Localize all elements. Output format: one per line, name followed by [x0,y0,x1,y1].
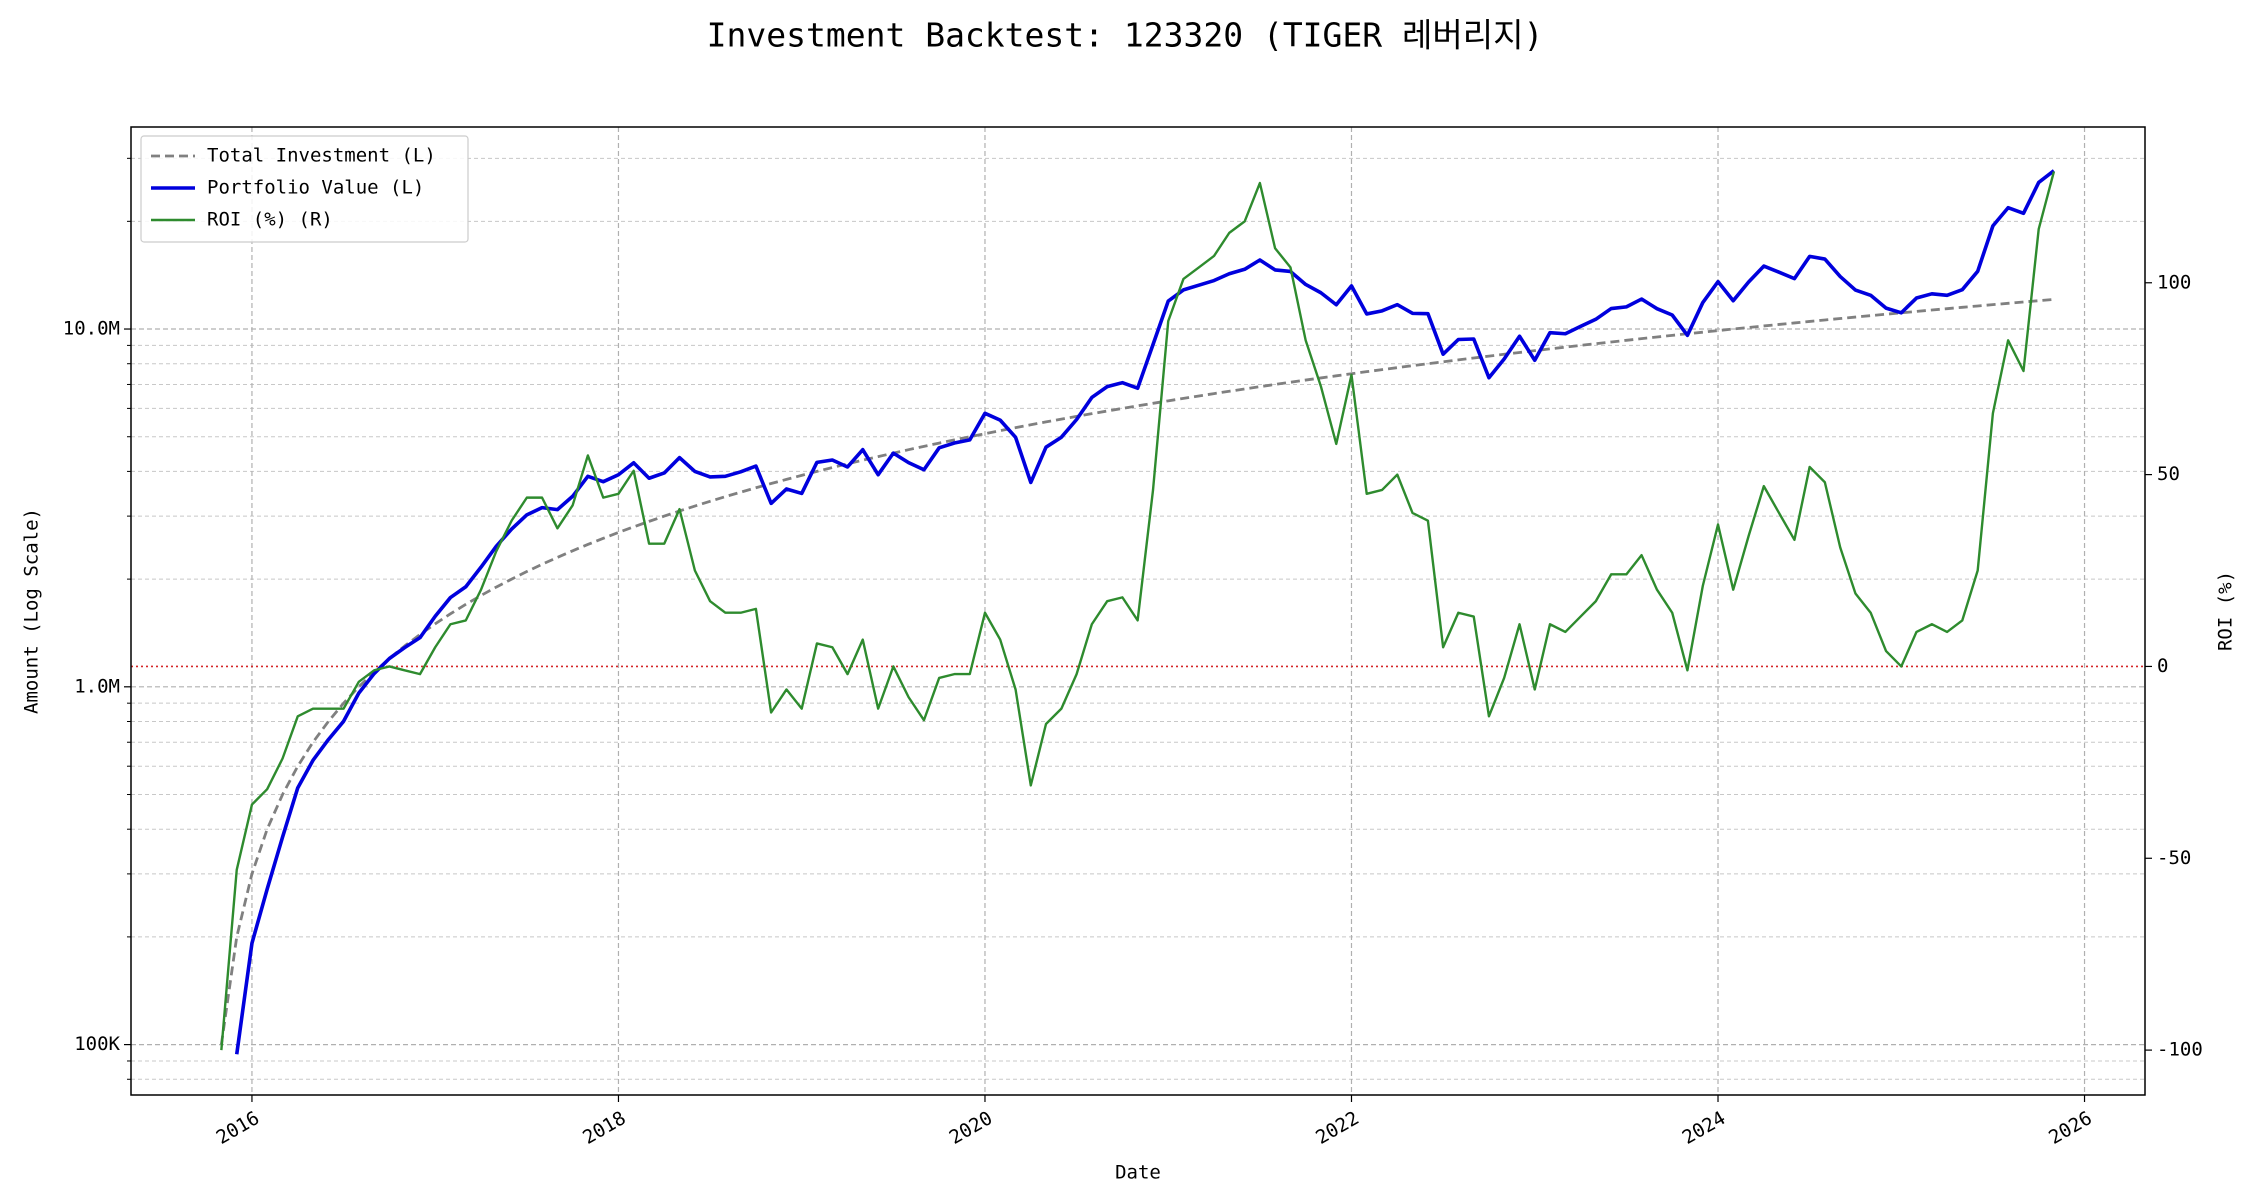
x-tick-label: 2016 [213,1107,264,1149]
series-line [219,298,2055,1045]
y2-tick-label: 50 [2157,463,2180,485]
x-tick-label: 2020 [946,1107,997,1149]
y-tick-label: 10.0M [63,318,120,340]
legend-label: Total Investment (L) [207,145,436,167]
y-tick-label: 100K [74,1033,120,1055]
y2-axis-label: ROI (%) [2215,571,2237,651]
legend-label: Portfolio Value (L) [207,177,424,199]
series-line [234,169,2056,1055]
y-tick-label: 1.0M [74,675,120,697]
chart-title: Investment Backtest: 123320 (TIGER 레버리지) [707,16,1544,55]
x-tick-label: 2026 [2045,1107,2096,1149]
legend-box [140,135,469,243]
y-axis-label: Amount (Log Scale) [21,508,43,714]
y2-tick-label: 0 [2157,655,2168,677]
y2-tick-label: 100 [2157,271,2191,293]
x-axis-label: Date [1115,1162,1161,1184]
series-line [220,171,2056,1051]
series-layer [219,169,2056,1055]
y2-tick-label: -50 [2157,847,2191,869]
x-tick-label: 2024 [1679,1107,1730,1149]
x-tick-label: 2022 [1312,1107,1363,1149]
x-tick-label: 2018 [579,1107,630,1149]
legend-label: ROI (%) (R) [207,209,333,231]
y2-tick-label: -100 [2157,1039,2203,1061]
plot-frame [130,126,2146,1096]
